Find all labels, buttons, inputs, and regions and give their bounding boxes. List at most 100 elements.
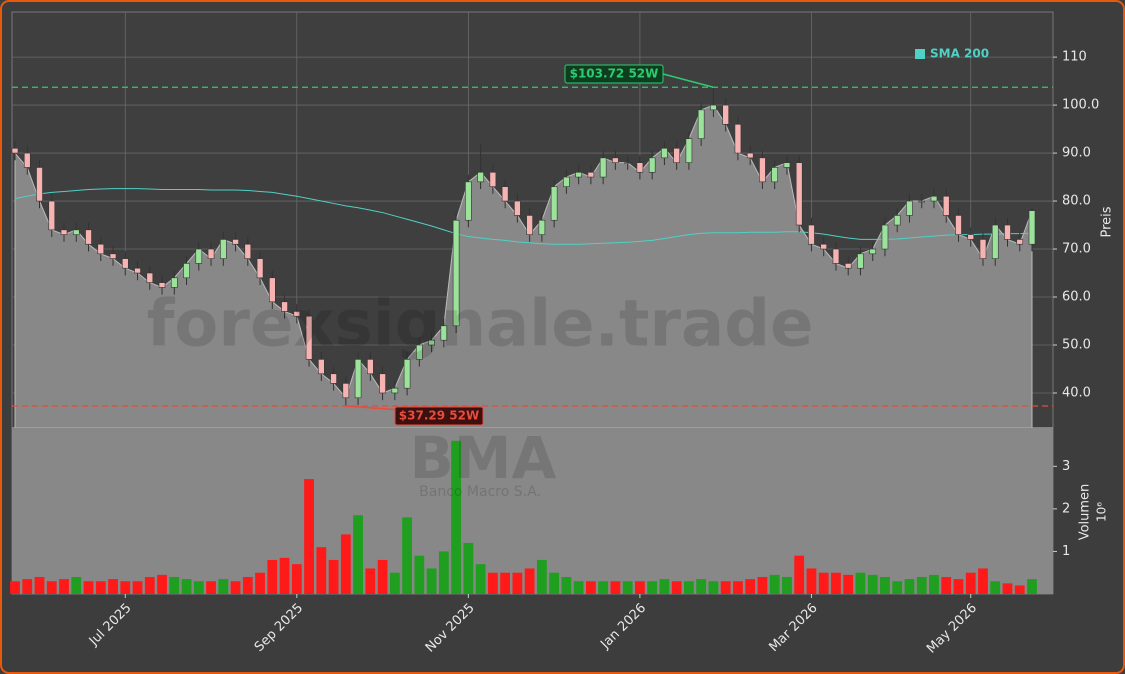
candle-body	[710, 104, 717, 111]
volume-bar	[22, 579, 33, 594]
volume-axis-label: Volumen	[1078, 484, 1093, 541]
candle-body	[550, 186, 558, 221]
candle-body	[514, 200, 521, 216]
candle-body	[967, 234, 975, 240]
volume-bar	[536, 559, 547, 594]
volume-bar	[291, 564, 302, 594]
candle-body	[72, 229, 80, 235]
volume-bar	[953, 579, 964, 594]
candle-body	[869, 248, 877, 255]
volume-bar	[978, 568, 988, 594]
volume-bar	[769, 574, 780, 594]
volume-bar	[144, 576, 155, 594]
volume-bar	[892, 581, 903, 594]
candle-body	[795, 162, 803, 226]
volume-bar	[46, 581, 57, 594]
candle-body	[673, 147, 680, 163]
candle-body	[636, 162, 644, 173]
candle-body	[452, 219, 460, 327]
volume-bar	[267, 559, 278, 594]
y-tick-label: 90.0	[1062, 146, 1091, 161]
volume-bar	[745, 579, 756, 594]
sma-line	[14, 188, 1033, 245]
volume-bar	[59, 579, 69, 594]
candle-body	[416, 344, 423, 360]
volume-bar	[193, 581, 204, 594]
candle-body	[722, 104, 729, 125]
volume-bar	[463, 542, 474, 594]
volume-bar	[1027, 579, 1037, 594]
volume-bar	[475, 564, 486, 594]
volume-bar	[181, 579, 192, 594]
candle-body	[832, 248, 840, 264]
y-tick-label: 100.0	[1062, 98, 1099, 113]
volume-bar	[782, 576, 792, 594]
candle-body	[367, 359, 374, 375]
volume-bar	[855, 572, 866, 594]
candle-body	[526, 215, 533, 235]
candle-body	[11, 147, 19, 154]
volume-bar	[696, 579, 707, 594]
candle-body	[195, 248, 203, 264]
candle-body	[146, 272, 154, 283]
volume-bar	[353, 515, 363, 594]
volume-bar	[720, 581, 731, 594]
volume-bar	[279, 557, 290, 594]
volume-bar	[904, 579, 915, 594]
volume-bar	[108, 579, 118, 594]
volume-bar	[377, 559, 388, 594]
candle-body	[844, 263, 852, 269]
candle-body	[220, 239, 227, 259]
volume-bar	[304, 479, 314, 594]
candle-body	[170, 277, 178, 288]
volume-bar	[549, 572, 560, 594]
candle-body	[575, 171, 582, 178]
volume-bar	[806, 568, 817, 594]
annotation-box	[394, 406, 484, 426]
candle-body	[587, 171, 595, 178]
company-watermark: Banco Macro S.A.	[419, 484, 541, 500]
volume-bar	[512, 572, 523, 594]
volume-bar	[622, 581, 633, 594]
volume-bar	[169, 576, 180, 594]
candle-body	[857, 253, 864, 269]
volume-bar	[671, 581, 682, 594]
candle-body	[991, 224, 999, 259]
candle-body	[942, 195, 950, 216]
volume-bar	[965, 572, 976, 594]
legend-label: SMA 200	[930, 47, 989, 61]
volume-bar	[598, 581, 609, 594]
volume-bar	[402, 517, 412, 594]
candle-body	[697, 109, 705, 139]
candle-body	[293, 311, 301, 317]
volume-bar	[426, 568, 437, 594]
candle-body	[465, 181, 472, 221]
candle-body	[256, 258, 264, 279]
candle-body	[808, 224, 815, 245]
volume-bar	[610, 581, 621, 594]
volume-bar	[843, 574, 854, 594]
candle-body	[183, 263, 190, 279]
candle-body	[232, 239, 239, 245]
volume-bar	[818, 572, 829, 594]
volume-bar	[880, 576, 890, 594]
volume-bar	[990, 581, 1001, 594]
candle-body	[428, 339, 435, 346]
volume-bar	[157, 574, 167, 594]
y-tick-label: 70.0	[1062, 242, 1091, 257]
volume-bar	[500, 572, 511, 594]
candle-body	[930, 195, 938, 202]
candle-body	[906, 200, 913, 216]
volume-bar	[242, 576, 253, 594]
candle-body	[685, 138, 693, 163]
candle-body	[85, 229, 92, 245]
volume-bar	[708, 581, 719, 594]
candle-body	[893, 215, 901, 226]
volume-bar	[316, 547, 327, 594]
y-tick-label: 50.0	[1062, 337, 1091, 352]
candle-body	[354, 359, 362, 399]
volume-bar	[95, 581, 106, 594]
candle-body	[109, 253, 117, 259]
candle-body	[23, 152, 31, 168]
